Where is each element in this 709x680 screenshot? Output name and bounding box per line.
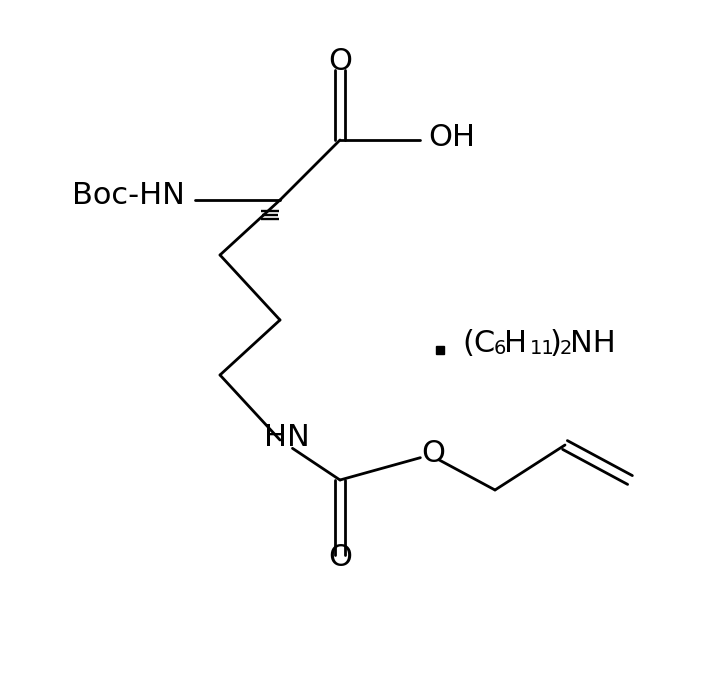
Text: NH: NH: [570, 328, 615, 358]
Text: O: O: [328, 543, 352, 573]
Text: 6: 6: [494, 339, 506, 358]
Text: ): ): [550, 328, 562, 358]
Text: HN: HN: [264, 424, 310, 452]
Text: O: O: [328, 48, 352, 77]
Text: 2: 2: [560, 339, 572, 358]
Text: Boc-HN: Boc-HN: [72, 180, 185, 209]
Text: H: H: [504, 328, 527, 358]
Text: (C: (C: [462, 328, 496, 358]
Text: 11: 11: [530, 339, 554, 358]
Text: OH: OH: [428, 124, 475, 152]
Text: O: O: [421, 439, 445, 468]
